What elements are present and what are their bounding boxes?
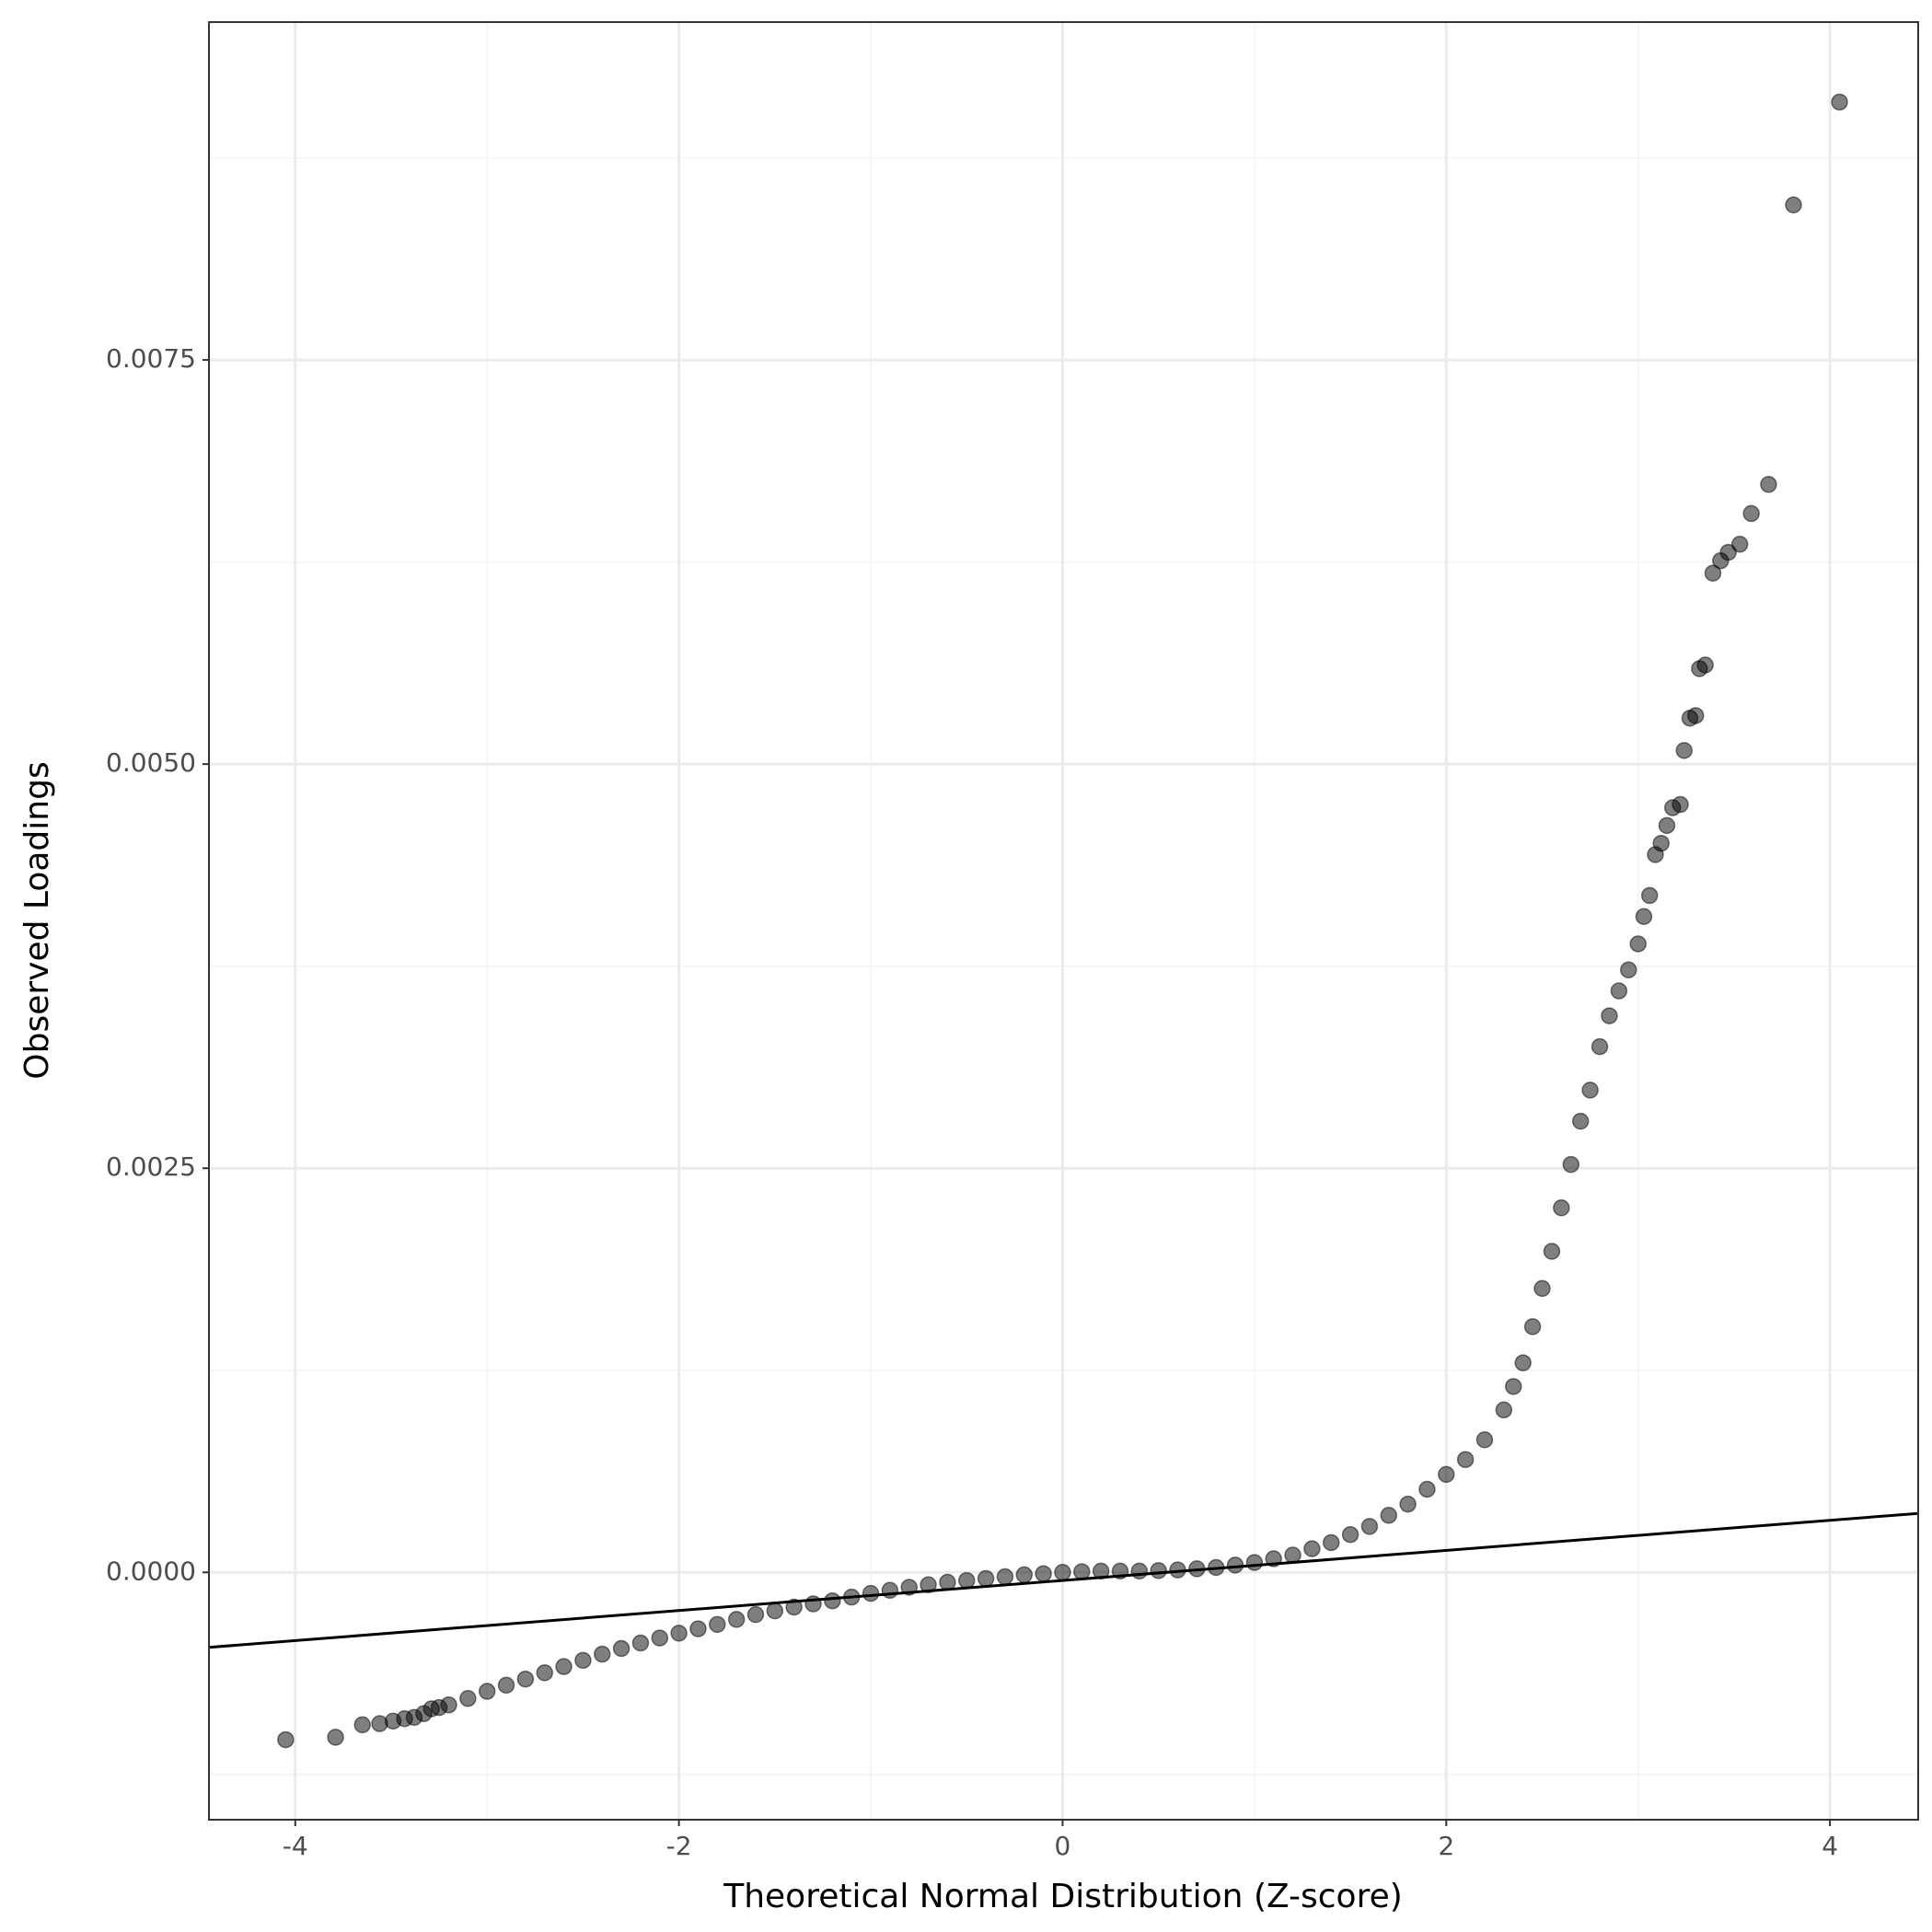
point — [1399, 1495, 1417, 1513]
point — [1672, 795, 1689, 814]
point — [1742, 504, 1760, 523]
point — [1092, 1562, 1110, 1580]
point — [1760, 476, 1777, 493]
point — [1035, 1565, 1052, 1582]
reference-line — [209, 1511, 1918, 1649]
point — [1245, 1554, 1264, 1571]
point — [1629, 935, 1647, 953]
point — [957, 1571, 976, 1590]
point — [1475, 1431, 1494, 1449]
point — [1303, 1540, 1321, 1557]
y-axis-title: Observed Loadings — [18, 761, 56, 1079]
point — [651, 1629, 669, 1647]
point — [1523, 1318, 1542, 1336]
point — [1130, 1562, 1149, 1580]
point — [1360, 1518, 1379, 1535]
point — [977, 1569, 995, 1588]
point — [1704, 564, 1722, 582]
point — [277, 1730, 295, 1749]
point — [1543, 1243, 1561, 1260]
point — [1533, 1279, 1551, 1298]
point — [746, 1605, 765, 1624]
point — [516, 1670, 535, 1688]
point — [594, 1645, 611, 1663]
point — [1652, 834, 1670, 852]
point — [574, 1651, 592, 1670]
panel-border — [208, 21, 1919, 1821]
x-axis-title: Theoretical Normal Distribution (Z-score… — [723, 1878, 1403, 1915]
point — [709, 1615, 726, 1634]
point — [536, 1664, 553, 1682]
point — [1686, 707, 1705, 724]
point — [1571, 1112, 1590, 1130]
point — [1785, 196, 1802, 214]
point — [1719, 543, 1737, 561]
y-tick-label: 0.0050 — [106, 747, 196, 778]
point — [1696, 656, 1714, 674]
point — [1601, 1007, 1618, 1024]
point — [1438, 1465, 1455, 1484]
point — [1150, 1562, 1167, 1579]
y-tick-label: 0.0000 — [106, 1556, 196, 1586]
point — [612, 1639, 631, 1658]
point — [459, 1690, 477, 1707]
point — [1831, 93, 1848, 111]
point — [920, 1576, 937, 1594]
point — [766, 1602, 784, 1620]
point — [1504, 1378, 1522, 1395]
point — [785, 1598, 803, 1616]
y-tick-label: 0.0075 — [106, 343, 196, 374]
point — [1581, 1082, 1599, 1099]
x-tick-label: -2 — [666, 1831, 692, 1861]
point — [1658, 816, 1676, 835]
point — [1495, 1401, 1513, 1419]
point — [1226, 1556, 1244, 1574]
y-tick-label: 0.0025 — [106, 1151, 196, 1182]
point — [353, 1716, 371, 1734]
point — [440, 1696, 457, 1714]
point — [555, 1658, 573, 1675]
point — [727, 1611, 746, 1628]
point — [1591, 1037, 1609, 1056]
plot-area — [209, 93, 1918, 1749]
point — [1015, 1566, 1034, 1584]
point — [1456, 1451, 1475, 1468]
point — [824, 1591, 841, 1610]
point — [1341, 1525, 1359, 1544]
point — [1610, 982, 1628, 1000]
point — [1675, 742, 1693, 759]
point — [1418, 1480, 1436, 1498]
point — [689, 1620, 707, 1637]
point — [1284, 1546, 1301, 1564]
x-tick-label: 0 — [1055, 1831, 1071, 1861]
point — [1514, 1354, 1532, 1371]
point — [497, 1676, 515, 1695]
point — [1562, 1155, 1580, 1174]
point — [1620, 961, 1637, 978]
point — [631, 1634, 650, 1652]
x-tick-label: -4 — [283, 1831, 308, 1861]
point — [1553, 1198, 1570, 1217]
point — [996, 1568, 1014, 1586]
point — [478, 1683, 496, 1700]
point — [1380, 1507, 1398, 1524]
point — [862, 1584, 880, 1602]
point — [1730, 536, 1749, 553]
x-tick-label: 4 — [1822, 1831, 1838, 1861]
x-tick-label: 2 — [1438, 1831, 1454, 1861]
point — [1054, 1564, 1071, 1581]
point — [1640, 886, 1659, 905]
point — [1635, 908, 1653, 926]
point — [327, 1729, 344, 1746]
point — [670, 1625, 688, 1642]
point — [1322, 1533, 1340, 1552]
